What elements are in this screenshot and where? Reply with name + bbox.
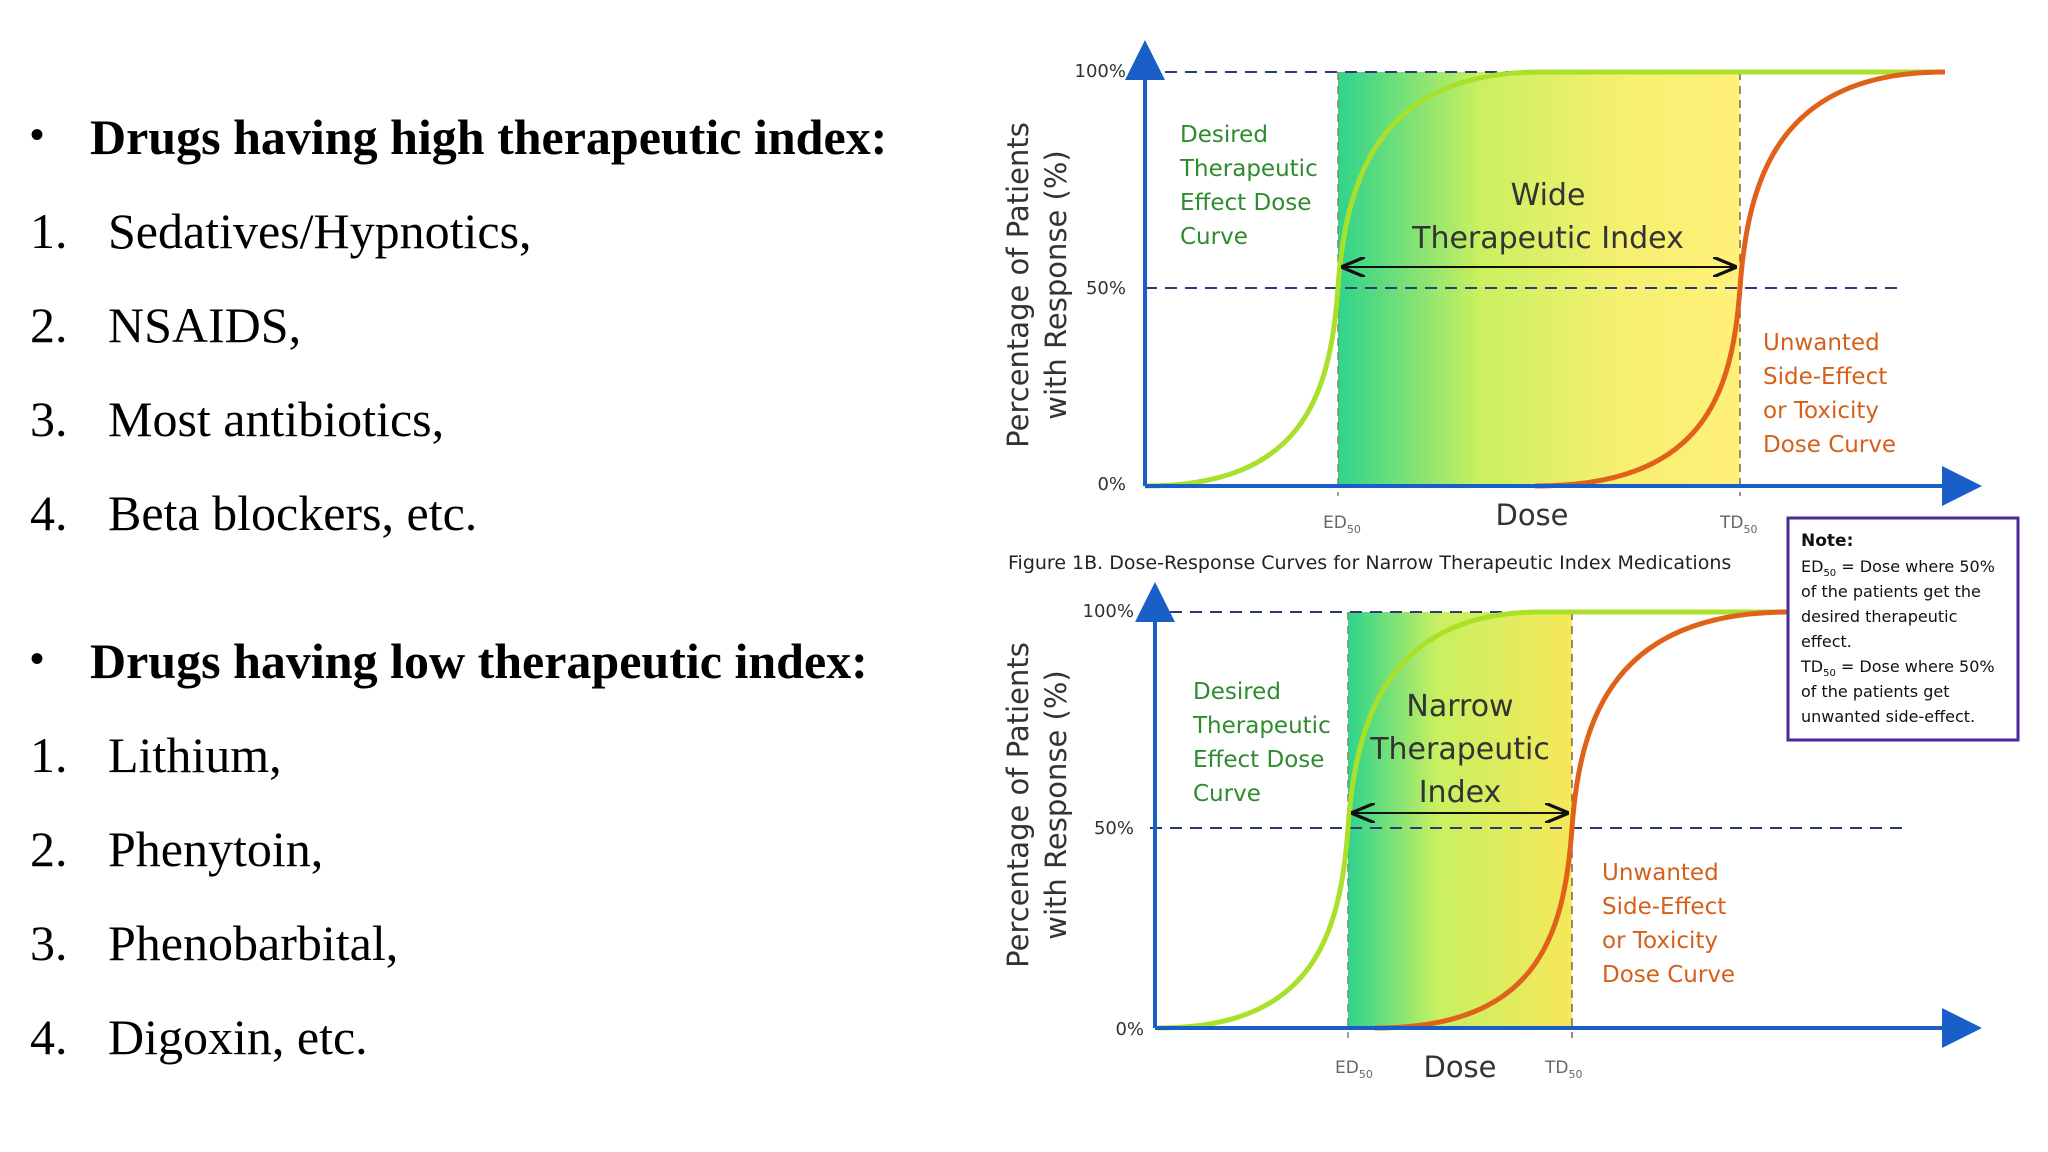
bullet-icon: • (30, 636, 45, 681)
unwanted-line: Unwanted (1763, 330, 1880, 356)
tick-100: 100% (1083, 601, 1134, 622)
item-text: Lithium, (108, 727, 282, 783)
ed50-label: ED50 (1323, 513, 1361, 536)
y-axis-label-line2: with Response (%) (1039, 670, 1073, 939)
narrow-index-figure: 100% 50% 0% Percentage of Patients with … (1001, 582, 1982, 1084)
item-number: 4. (30, 1009, 68, 1065)
item-text: Most antibiotics, (108, 391, 445, 447)
index-line: Index (1419, 775, 1502, 810)
note-line: of the patients get the (1801, 582, 1981, 601)
desired-line: Effect Dose (1180, 190, 1311, 216)
y-axis-label: Percentage of Patients with Response (%) (1001, 642, 1073, 968)
list-item: 1. Lithium, (30, 726, 282, 784)
item-number: 3. (30, 915, 68, 971)
tick-50: 50% (1094, 818, 1134, 839)
list-item: 4. Digoxin, etc. (30, 1008, 368, 1066)
unwanted-line: Dose Curve (1763, 432, 1896, 458)
item-number: 1. (30, 727, 68, 783)
desired-line: Therapeutic (1192, 713, 1331, 739)
wide-index-figure: 100% 50% 0% Percentage of Patients with … (1001, 40, 1982, 536)
low-index-heading-text: Drugs having low therapeutic index: (90, 633, 868, 689)
note-line: ED50 = Dose where 50% (1801, 557, 1995, 579)
desired-line: Desired (1193, 679, 1281, 705)
unwanted-line: Dose Curve (1602, 962, 1735, 988)
unwanted-curve-label: Unwanted Side-Effect or Toxicity Dose Cu… (1763, 330, 1896, 458)
item-text: Sedatives/Hypnotics, (108, 203, 532, 259)
y-axis-label-line1: Percentage of Patients (1001, 122, 1035, 448)
item-number: 3. (30, 391, 68, 447)
index-label: Wide Therapeutic Index (1411, 178, 1684, 256)
note-line: TD50 = Dose where 50% (1800, 657, 1995, 679)
list-item: 3. Phenobarbital, (30, 914, 398, 972)
unwanted-curve-label: Unwanted Side-Effect or Toxicity Dose Cu… (1602, 860, 1735, 988)
therapeutic-window-area (1338, 72, 1740, 486)
list-item: 1. Sedatives/Hypnotics, (30, 202, 532, 260)
high-index-heading: • Drugs having high therapeutic index: (30, 108, 887, 166)
y-axis-label: Percentage of Patients with Response (%) (1001, 122, 1073, 448)
index-line: Narrow (1406, 689, 1513, 724)
unwanted-line: or Toxicity (1763, 398, 1879, 424)
index-line: Therapeutic Index (1411, 221, 1684, 256)
item-number: 2. (30, 297, 68, 353)
td50-label: TD50 (1544, 1058, 1582, 1081)
desired-line: Therapeutic (1179, 156, 1318, 182)
index-line: Wide (1511, 178, 1586, 213)
y-axis-label-line1: Percentage of Patients (1001, 642, 1035, 968)
item-text: Beta blockers, etc. (108, 485, 478, 541)
item-text: Phenytoin, (108, 821, 324, 877)
unwanted-line: Side-Effect (1602, 894, 1726, 920)
tick-0: 0% (1097, 474, 1126, 495)
toxicity-curve (1534, 69, 1946, 489)
desired-line: Curve (1180, 224, 1248, 250)
item-text: Phenobarbital, (108, 915, 399, 971)
desired-effect-curve (1157, 609, 1790, 1031)
tick-100: 100% (1075, 61, 1126, 82)
note-line: of the patients get (1801, 682, 1949, 701)
unwanted-line: Unwanted (1602, 860, 1719, 886)
desired-effect-curve (1144, 69, 1945, 489)
unwanted-line: or Toxicity (1602, 928, 1718, 954)
item-text: NSAIDS, (108, 297, 302, 353)
note-lines: ED50 = Dose where 50% of the patients ge… (1800, 557, 1995, 726)
td50-label: TD50 (1719, 513, 1757, 536)
note-line: effect. (1801, 632, 1852, 651)
index-label: Narrow Therapeutic Index (1369, 689, 1550, 810)
item-number: 1. (30, 203, 68, 259)
index-line: Therapeutic (1369, 732, 1550, 767)
item-number: 2. (30, 821, 68, 877)
note-line: unwanted side-effect. (1801, 707, 1975, 726)
tick-50: 50% (1086, 278, 1126, 299)
toxicity-curve (1374, 609, 1791, 1031)
desired-line: Curve (1193, 781, 1261, 807)
tick-0: 0% (1115, 1019, 1144, 1040)
unwanted-line: Side-Effect (1763, 364, 1887, 390)
note-box: Note: ED50 = Dose where 50% of the patie… (1786, 516, 2020, 742)
item-text: Digoxin, etc. (108, 1009, 368, 1065)
list-item: 3. Most antibiotics, (30, 390, 444, 448)
note-title: Note: (1801, 531, 1853, 551)
note-border (1786, 516, 2020, 742)
x-axis-label: Dose (1495, 498, 1568, 532)
desired-line: Desired (1180, 122, 1268, 148)
high-index-heading-text: Drugs having high therapeutic index: (90, 109, 888, 165)
x-axis-label: Dose (1423, 1050, 1496, 1084)
list-item: 2. Phenytoin, (30, 820, 323, 878)
figure-caption: Figure 1B. Dose-Response Curves for Narr… (1008, 552, 1731, 574)
low-index-heading: • Drugs having low therapeutic index: (30, 632, 868, 690)
desired-curve-label: Desired Therapeutic Effect Dose Curve (1179, 122, 1318, 250)
item-number: 4. (30, 485, 68, 541)
note-line: desired therapeutic (1801, 607, 1957, 626)
desired-curve-label: Desired Therapeutic Effect Dose Curve (1192, 679, 1331, 807)
drug-lists: • Drugs having high therapeutic index: 1.… (0, 0, 990, 1152)
y-axis-label-line2: with Response (%) (1039, 150, 1073, 419)
list-item: 2. NSAIDS, (30, 296, 301, 354)
bullet-icon: • (30, 112, 45, 157)
list-item: 4. Beta blockers, etc. (30, 484, 477, 542)
ed50-label: ED50 (1335, 1058, 1373, 1081)
therapeutic-window-area (1348, 612, 1572, 1028)
desired-line: Effect Dose (1193, 747, 1324, 773)
